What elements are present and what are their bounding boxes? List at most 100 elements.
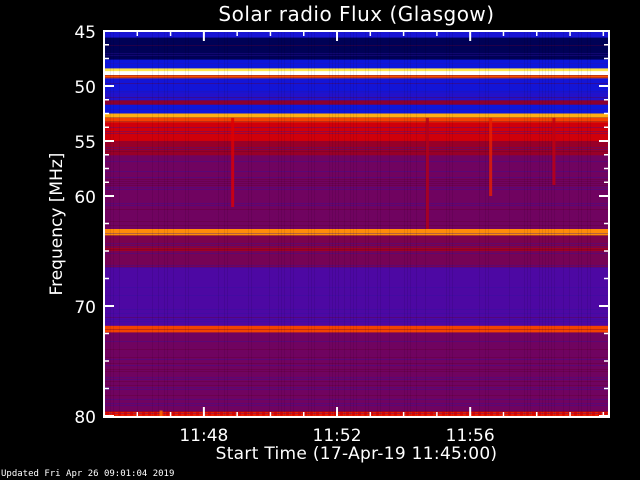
bottom-row-dash [196, 411, 199, 416]
heatmap-texture-col [545, 31, 546, 417]
bottom-row-dash [256, 411, 259, 416]
heatmap-texture-col [350, 31, 351, 417]
heatmap-bands [104, 31, 609, 418]
heatmap-texture-row [104, 399, 609, 400]
bottom-row-dash [490, 411, 493, 416]
bottom-row-dash [112, 411, 115, 416]
y-axis-label: Frequency [MHz] [47, 152, 67, 296]
heatmap-texture-row [104, 377, 609, 378]
heatmap-texture-col [314, 31, 315, 417]
heatmap-band [104, 31, 609, 39]
heatmap-band [104, 59, 609, 69]
heatmap-texture-row [104, 131, 609, 132]
heatmap-texture-row [104, 235, 609, 236]
x-tick-label: 11:48 [179, 426, 228, 446]
heatmap-texture-row [104, 387, 609, 388]
heatmap-texture-row [104, 413, 609, 414]
heatmap-texture-row [104, 183, 609, 184]
heatmap-texture-row [104, 53, 609, 54]
bottom-row-dash [340, 411, 343, 416]
heatmap-texture-col [152, 31, 153, 417]
heatmap-texture-row [104, 185, 609, 186]
bottom-row-dash [268, 411, 271, 416]
y-tick-label: 60 [74, 188, 96, 208]
heatmap-texture-row [104, 349, 609, 350]
heatmap-band [104, 141, 609, 156]
heatmap-texture-col [509, 31, 510, 417]
bottom-row-dash [454, 411, 457, 416]
heatmap-texture-col [410, 31, 411, 417]
heatmap-texture-col [407, 31, 408, 417]
heatmap-texture-row [104, 321, 609, 322]
heatmap-texture-row [104, 63, 609, 64]
heatmap-texture-row [104, 249, 609, 250]
bottom-row-dash [418, 411, 421, 416]
heatmap-texture-row [104, 205, 609, 206]
heatmap-texture-col [551, 31, 552, 417]
heatmap-texture-row [104, 385, 609, 386]
heatmap-texture-row [104, 45, 609, 46]
heatmap-texture-col [377, 31, 378, 417]
bottom-row-dash [130, 411, 133, 416]
bottom-row-dash [400, 411, 403, 416]
heatmap-texture-col [113, 31, 114, 417]
x-tick-label: 11:56 [446, 426, 495, 446]
heatmap-texture-row [104, 133, 609, 134]
y-tick-label: 55 [74, 133, 96, 153]
y-tick-label: 45 [74, 23, 96, 43]
heatmap-texture-col [452, 31, 453, 417]
heatmap-band [104, 75, 609, 79]
heatmap-texture-row [104, 247, 609, 248]
bottom-row-dash [316, 411, 319, 416]
heatmap-texture-col [356, 31, 357, 417]
bottom-row-dash [280, 411, 283, 416]
heatmap-texture-row [104, 117, 609, 118]
bottom-row-dash [574, 411, 577, 416]
bottom-row-dash [394, 411, 397, 416]
heatmap-texture-row [104, 287, 609, 288]
bottom-row-dash [328, 411, 331, 416]
heatmap-texture-col [479, 31, 480, 417]
bottom-row-dash [598, 411, 601, 416]
heatmap-texture-col [281, 31, 282, 417]
heatmap-texture-row [104, 243, 609, 244]
heatmap-texture-row [104, 109, 609, 110]
heatmap-texture-row [104, 253, 609, 254]
bottom-row-dash [514, 411, 517, 416]
y-tick-label: 70 [74, 298, 96, 318]
heatmap-texture-col [308, 31, 309, 417]
bottom-row-dash [106, 411, 109, 416]
heatmap-texture-row [104, 209, 609, 210]
heatmap-texture-col [488, 31, 489, 417]
bottom-row-dash [484, 411, 487, 416]
heatmap-texture-col [335, 31, 336, 417]
bottom-row-dash [448, 411, 451, 416]
heatmap-band [104, 229, 609, 237]
heatmap-texture-col [278, 31, 279, 417]
bottom-row-dash [148, 411, 151, 416]
bottom-row-dash [442, 411, 445, 416]
heatmap-texture-row [104, 187, 609, 188]
bottom-row-dash [358, 411, 361, 416]
heatmap-band [104, 100, 609, 106]
heatmap-texture-col [578, 31, 579, 417]
heatmap-texture-row [104, 265, 609, 266]
bottom-row-dash [562, 411, 565, 416]
bottom-row-dash [190, 411, 193, 416]
heatmap-texture-row [104, 121, 609, 122]
bottom-row-dash [346, 411, 349, 416]
heatmap-texture-row [104, 329, 609, 330]
heatmap-texture-col [251, 31, 252, 417]
heatmap-texture-col [224, 31, 225, 417]
bottom-row-dash [226, 411, 229, 416]
bottom-row-dash [352, 411, 355, 416]
heatmap-band [104, 117, 609, 123]
heatmap-texture-row [104, 381, 609, 382]
heatmap-band [104, 78, 609, 94]
heatmap-band [104, 246, 609, 252]
bottom-row-dash [406, 411, 409, 416]
heatmap-band [104, 104, 609, 114]
heatmap-texture-row [104, 233, 609, 234]
heatmap-texture-row [104, 359, 609, 360]
